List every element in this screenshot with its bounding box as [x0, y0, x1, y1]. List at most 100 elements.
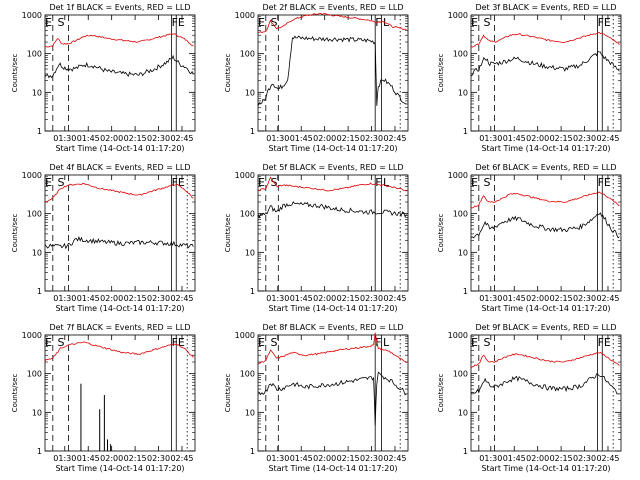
x-tick-label: 02:30	[147, 454, 170, 463]
x-tick-label: 02:15	[337, 134, 360, 143]
x-axis-label: Start Time (14-Oct-14 01:17:20)	[268, 144, 397, 153]
series-lld-line	[470, 191, 620, 209]
x-tick-label: 02:30	[360, 454, 383, 463]
y-tick-label: 1000	[448, 11, 468, 20]
marker-label: F	[375, 176, 381, 189]
marker-label: L	[383, 16, 390, 29]
y-tick-label: 100	[27, 370, 42, 379]
x-tick-label: 01:30	[53, 294, 76, 303]
y-tick-label: 1	[37, 447, 42, 456]
y-tick-label: 10	[32, 408, 42, 417]
x-tick-label: 02:15	[550, 134, 573, 143]
x-axis-label: Start Time (14-Oct-14 01:17:20)	[481, 144, 610, 153]
panel-5: Det 5f BLACK = Events, RED = LLD 1 10 100 10…	[224, 163, 409, 313]
x-tick-label: 02:15	[337, 454, 360, 463]
x-tick-label: 01:45	[77, 454, 100, 463]
x-tick-label: 01:45	[290, 454, 313, 463]
marker-label: E	[258, 336, 265, 349]
x-tick-label: 02:30	[360, 134, 383, 143]
marker-label: E	[45, 16, 52, 29]
panel-4: Det 4f BLACK = Events, RED = LLD 1 10 100 10…	[11, 163, 196, 313]
y-tick-label: 1	[463, 447, 468, 456]
marker-label: E	[258, 176, 265, 189]
panel-3: Det 3f BLACK = Events, RED = LLD 1 10 100 10…	[437, 3, 622, 153]
y-tick-label: 1	[37, 127, 42, 136]
y-tick-label: 100	[453, 370, 468, 379]
y-tick-label: 1000	[22, 11, 42, 20]
series-lld-line	[470, 352, 620, 368]
marker-label: S	[484, 176, 491, 189]
y-axis-label: Counts/sec	[11, 214, 19, 253]
x-tick-label: 01:30	[479, 294, 502, 303]
x-tick-label: 02:00	[100, 294, 123, 303]
series-events-line	[470, 373, 620, 395]
marker-label: S	[58, 176, 65, 189]
y-tick-label: 10	[458, 248, 468, 257]
y-tick-label: 1	[463, 287, 468, 296]
x-tick-label: 01:30	[479, 454, 502, 463]
x-tick-label: 02:15	[550, 294, 573, 303]
x-tick-label: 02:15	[124, 134, 147, 143]
y-tick-label: 10	[458, 408, 468, 417]
series-events-line	[44, 236, 194, 250]
panel-title: Det 9f BLACK = Events, RED = LLD	[475, 323, 616, 332]
marker-label: E	[258, 16, 265, 29]
y-tick-label: 10	[245, 408, 255, 417]
marker-label: F	[172, 16, 178, 29]
y-tick-label: 100	[240, 210, 255, 219]
y-tick-label: 1	[250, 287, 255, 296]
x-tick-label: 01:30	[266, 134, 289, 143]
x-axis-label: Start Time (14-Oct-14 01:17:20)	[55, 464, 184, 473]
x-tick-label: 02:00	[313, 294, 336, 303]
marker-label: E	[604, 336, 611, 349]
series-events-line	[257, 35, 407, 107]
x-tick-label: 02:30	[573, 294, 596, 303]
marker-label: F	[375, 336, 381, 349]
y-axis-label: Counts/sec	[437, 374, 445, 413]
x-axis-label: Start Time (14-Oct-14 01:17:20)	[268, 464, 397, 473]
y-tick-label: 1000	[235, 171, 255, 180]
y-tick-label: 100	[453, 210, 468, 219]
x-tick-label: 02:15	[337, 294, 360, 303]
y-axis-label: Counts/sec	[11, 374, 19, 413]
marker-label: F	[598, 16, 604, 29]
marker-label: F	[172, 176, 178, 189]
plot-frame	[470, 14, 622, 132]
x-tick-label: 02:30	[147, 294, 170, 303]
plot-frame	[44, 14, 196, 132]
x-tick-label: 01:45	[290, 294, 313, 303]
x-tick-label: 02:30	[360, 294, 383, 303]
x-tick-label: 02:45	[383, 294, 406, 303]
marker-label: E	[471, 336, 478, 349]
marker-label: S	[58, 16, 65, 29]
series-lld-line	[44, 33, 194, 48]
x-tick-label: 02:45	[383, 454, 406, 463]
x-tick-label: 02:45	[596, 294, 619, 303]
marker-label: S	[271, 16, 278, 29]
x-tick-label: 02:00	[313, 454, 336, 463]
x-tick-label: 01:30	[53, 454, 76, 463]
marker-label: E	[45, 336, 52, 349]
x-tick-label: 02:30	[573, 134, 596, 143]
x-tick-label: 02:15	[550, 454, 573, 463]
x-tick-label: 02:00	[526, 294, 549, 303]
marker-label: F	[598, 336, 604, 349]
y-tick-label: 1	[463, 127, 468, 136]
marker-label: S	[484, 336, 491, 349]
marker-label: L	[383, 336, 390, 349]
y-axis-label: Counts/sec	[437, 54, 445, 93]
panel-title: Det 2f BLACK = Events, RED = LLD	[262, 3, 403, 12]
y-tick-label: 100	[27, 210, 42, 219]
x-tick-label: 02:00	[526, 134, 549, 143]
y-tick-label: 1	[37, 287, 42, 296]
panel-9: Det 9f BLACK = Events, RED = LLD 1 10 100 10…	[437, 323, 622, 473]
x-tick-label: 01:45	[503, 454, 526, 463]
panel-6: Det 6f BLACK = Events, RED = LLD 1 10 100 10…	[437, 163, 622, 313]
y-tick-label: 1000	[235, 11, 255, 20]
plot-frame	[44, 174, 196, 292]
x-tick-label: 02:30	[573, 454, 596, 463]
marker-label: E	[178, 336, 185, 349]
plot-frame	[257, 334, 409, 452]
x-tick-label: 01:45	[77, 134, 100, 143]
panel-title: Det 3f BLACK = Events, RED = LLD	[475, 3, 616, 12]
